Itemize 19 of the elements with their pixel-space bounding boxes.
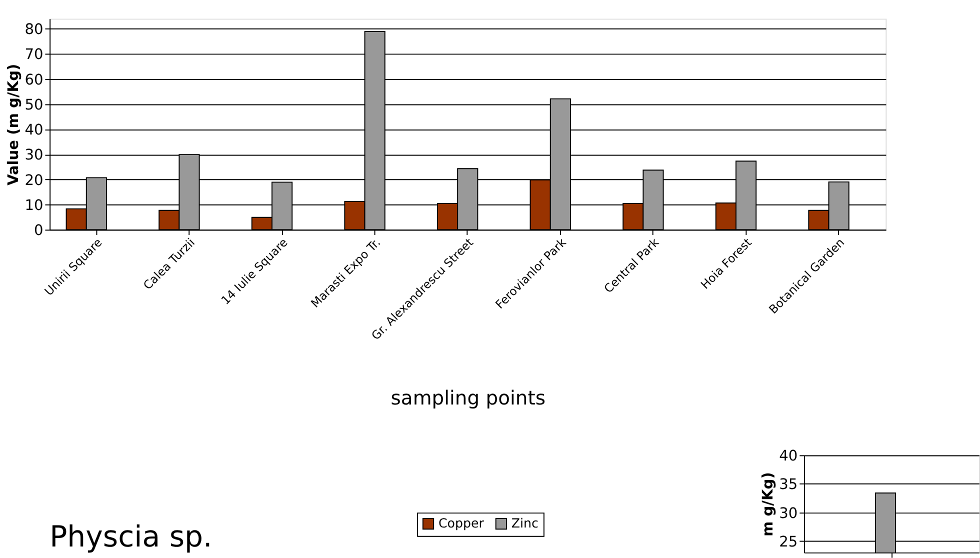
y-tick-label: 25 [779,533,798,550]
y-axis-title: Value (m g/Kg) [4,64,22,186]
x-axis-title: sampling points [390,386,546,410]
y-tick-label: 30 [779,504,798,522]
y-tick-label: 35 [779,476,798,494]
y-tick-label: 0 [34,222,44,240]
y-axis-title: m g/Kg) [759,472,776,537]
legend-label: Zinc [511,516,539,531]
y-tick-label: 50 [24,96,44,114]
y-tick-label: 80 [24,21,44,38]
legend-label: Copper [438,516,485,531]
y-tick-label: 70 [24,46,44,64]
y-tick-label: 30 [24,146,44,164]
y-tick-label: 10 [24,196,44,214]
y-tick-label: 40 [779,448,798,465]
y-tick-label: 60 [24,71,44,88]
y-tick-label: 40 [24,122,44,139]
y-tick-label: 20 [24,172,44,189]
text: Physcia sp. [50,520,212,554]
